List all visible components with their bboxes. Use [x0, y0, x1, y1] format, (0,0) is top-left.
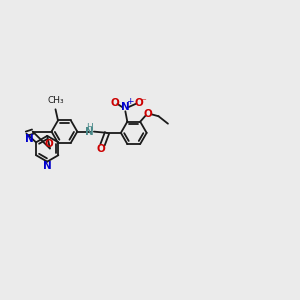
Text: +: +	[126, 98, 134, 106]
Text: H: H	[86, 123, 93, 132]
Text: N: N	[85, 127, 94, 136]
Text: N: N	[43, 161, 52, 171]
Text: O: O	[144, 109, 152, 119]
Text: CH₃: CH₃	[47, 96, 64, 105]
Text: O: O	[96, 144, 105, 154]
Text: O: O	[44, 139, 53, 148]
Text: N: N	[121, 102, 130, 112]
Text: O: O	[111, 98, 119, 108]
Text: ⁻: ⁻	[140, 97, 146, 107]
Text: O: O	[135, 98, 143, 108]
Text: N: N	[25, 134, 34, 144]
